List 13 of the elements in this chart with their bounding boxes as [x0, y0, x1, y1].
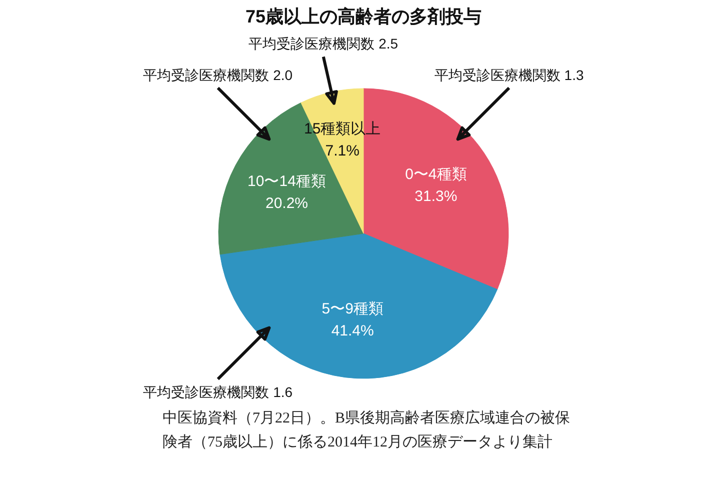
data-label: 7.1% — [325, 142, 360, 160]
data-label: 41.4% — [331, 322, 374, 340]
slice-label: 10〜14種類 — [248, 173, 326, 190]
data-label: 20.2% — [265, 195, 308, 212]
text: 平均受診医療機関数 1.3 — [434, 66, 584, 83]
text: 中医協資料（7月22日）。B県後期高齢者医療広域連合の被保険者（75歳以上）に係る2014年12月の医療データより集計 — [162, 410, 570, 450]
text: 平均受診医療機関数 1.6 — [143, 384, 293, 400]
slice-label: 0〜4種類 — [405, 166, 467, 183]
chart-title: 75歳以上の高齢者の多剤投与 — [245, 6, 482, 26]
text: 平均受診医療機関数 2.0 — [143, 66, 293, 83]
slice-label: 5〜9種類 — [322, 300, 384, 318]
data-label: 31.3% — [414, 188, 458, 205]
text: 平均受診医療機関数 2.5 — [248, 36, 398, 52]
